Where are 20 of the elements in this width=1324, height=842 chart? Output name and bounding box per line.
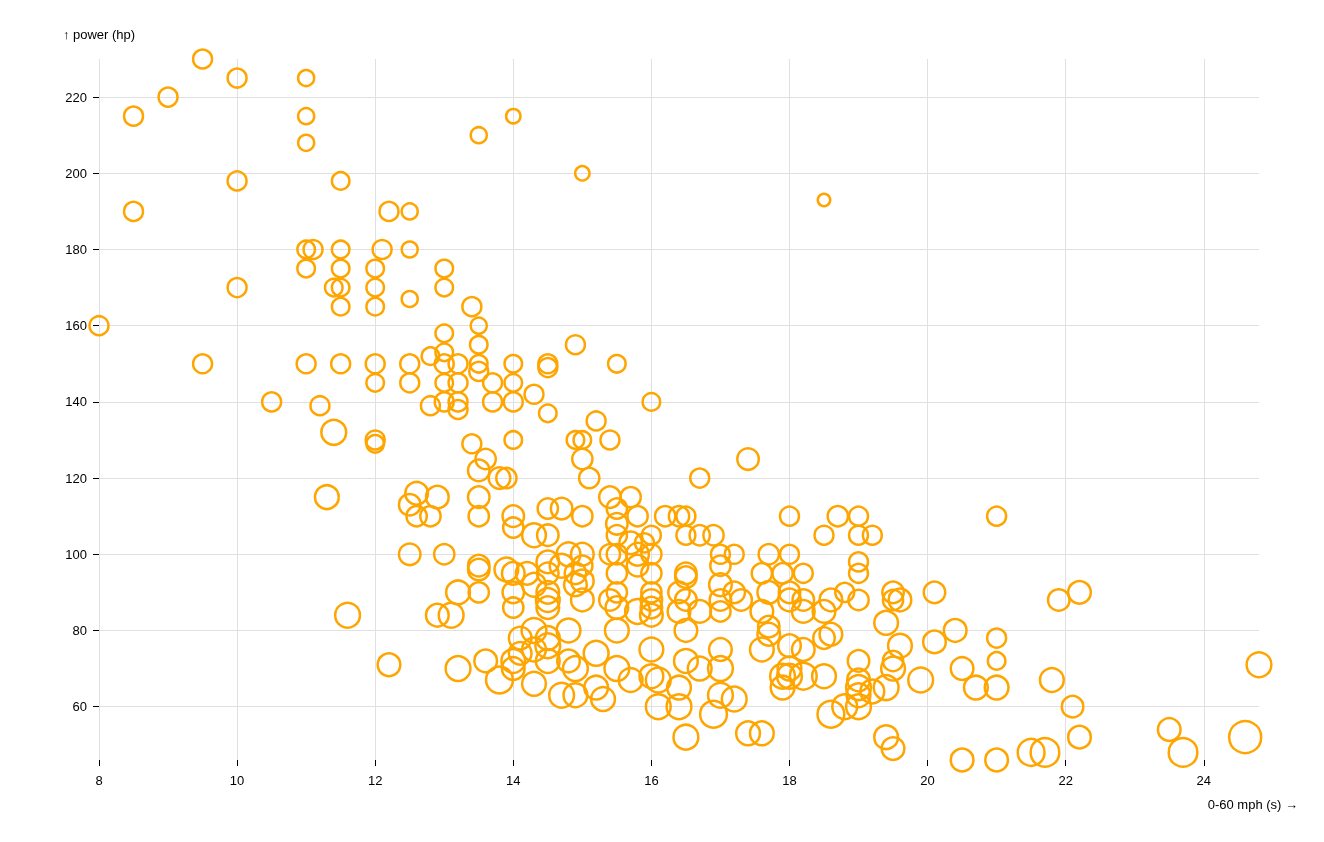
y-tick-label: 120 — [65, 470, 87, 486]
x-tick-label: 20 — [920, 773, 935, 788]
y-tick-label: 220 — [65, 89, 87, 105]
y-tick-label: 60 — [72, 699, 87, 715]
x-tick-label: 18 — [782, 773, 797, 788]
y-tick-label: 160 — [65, 318, 87, 334]
y-tick-label: 200 — [65, 165, 87, 181]
y-tick-label: 140 — [65, 394, 87, 410]
y-tick-label: 80 — [72, 622, 87, 638]
x-tick-label: 22 — [1058, 773, 1073, 788]
y-tick-label: 100 — [65, 546, 87, 562]
y-axis-title: ↑ power (hp) — [62, 27, 136, 42]
x-tick-label: 8 — [95, 773, 103, 788]
x-tick-label: 14 — [506, 773, 521, 788]
y-tick-label: 180 — [65, 241, 87, 257]
x-tick-label: 24 — [1196, 773, 1211, 788]
x-tick-label: 16 — [644, 773, 659, 788]
x-tick-label: 12 — [367, 773, 383, 788]
x-tick-label: 10 — [229, 773, 245, 788]
x-axis-title: 0-60 mph (s) → — [1207, 797, 1298, 812]
